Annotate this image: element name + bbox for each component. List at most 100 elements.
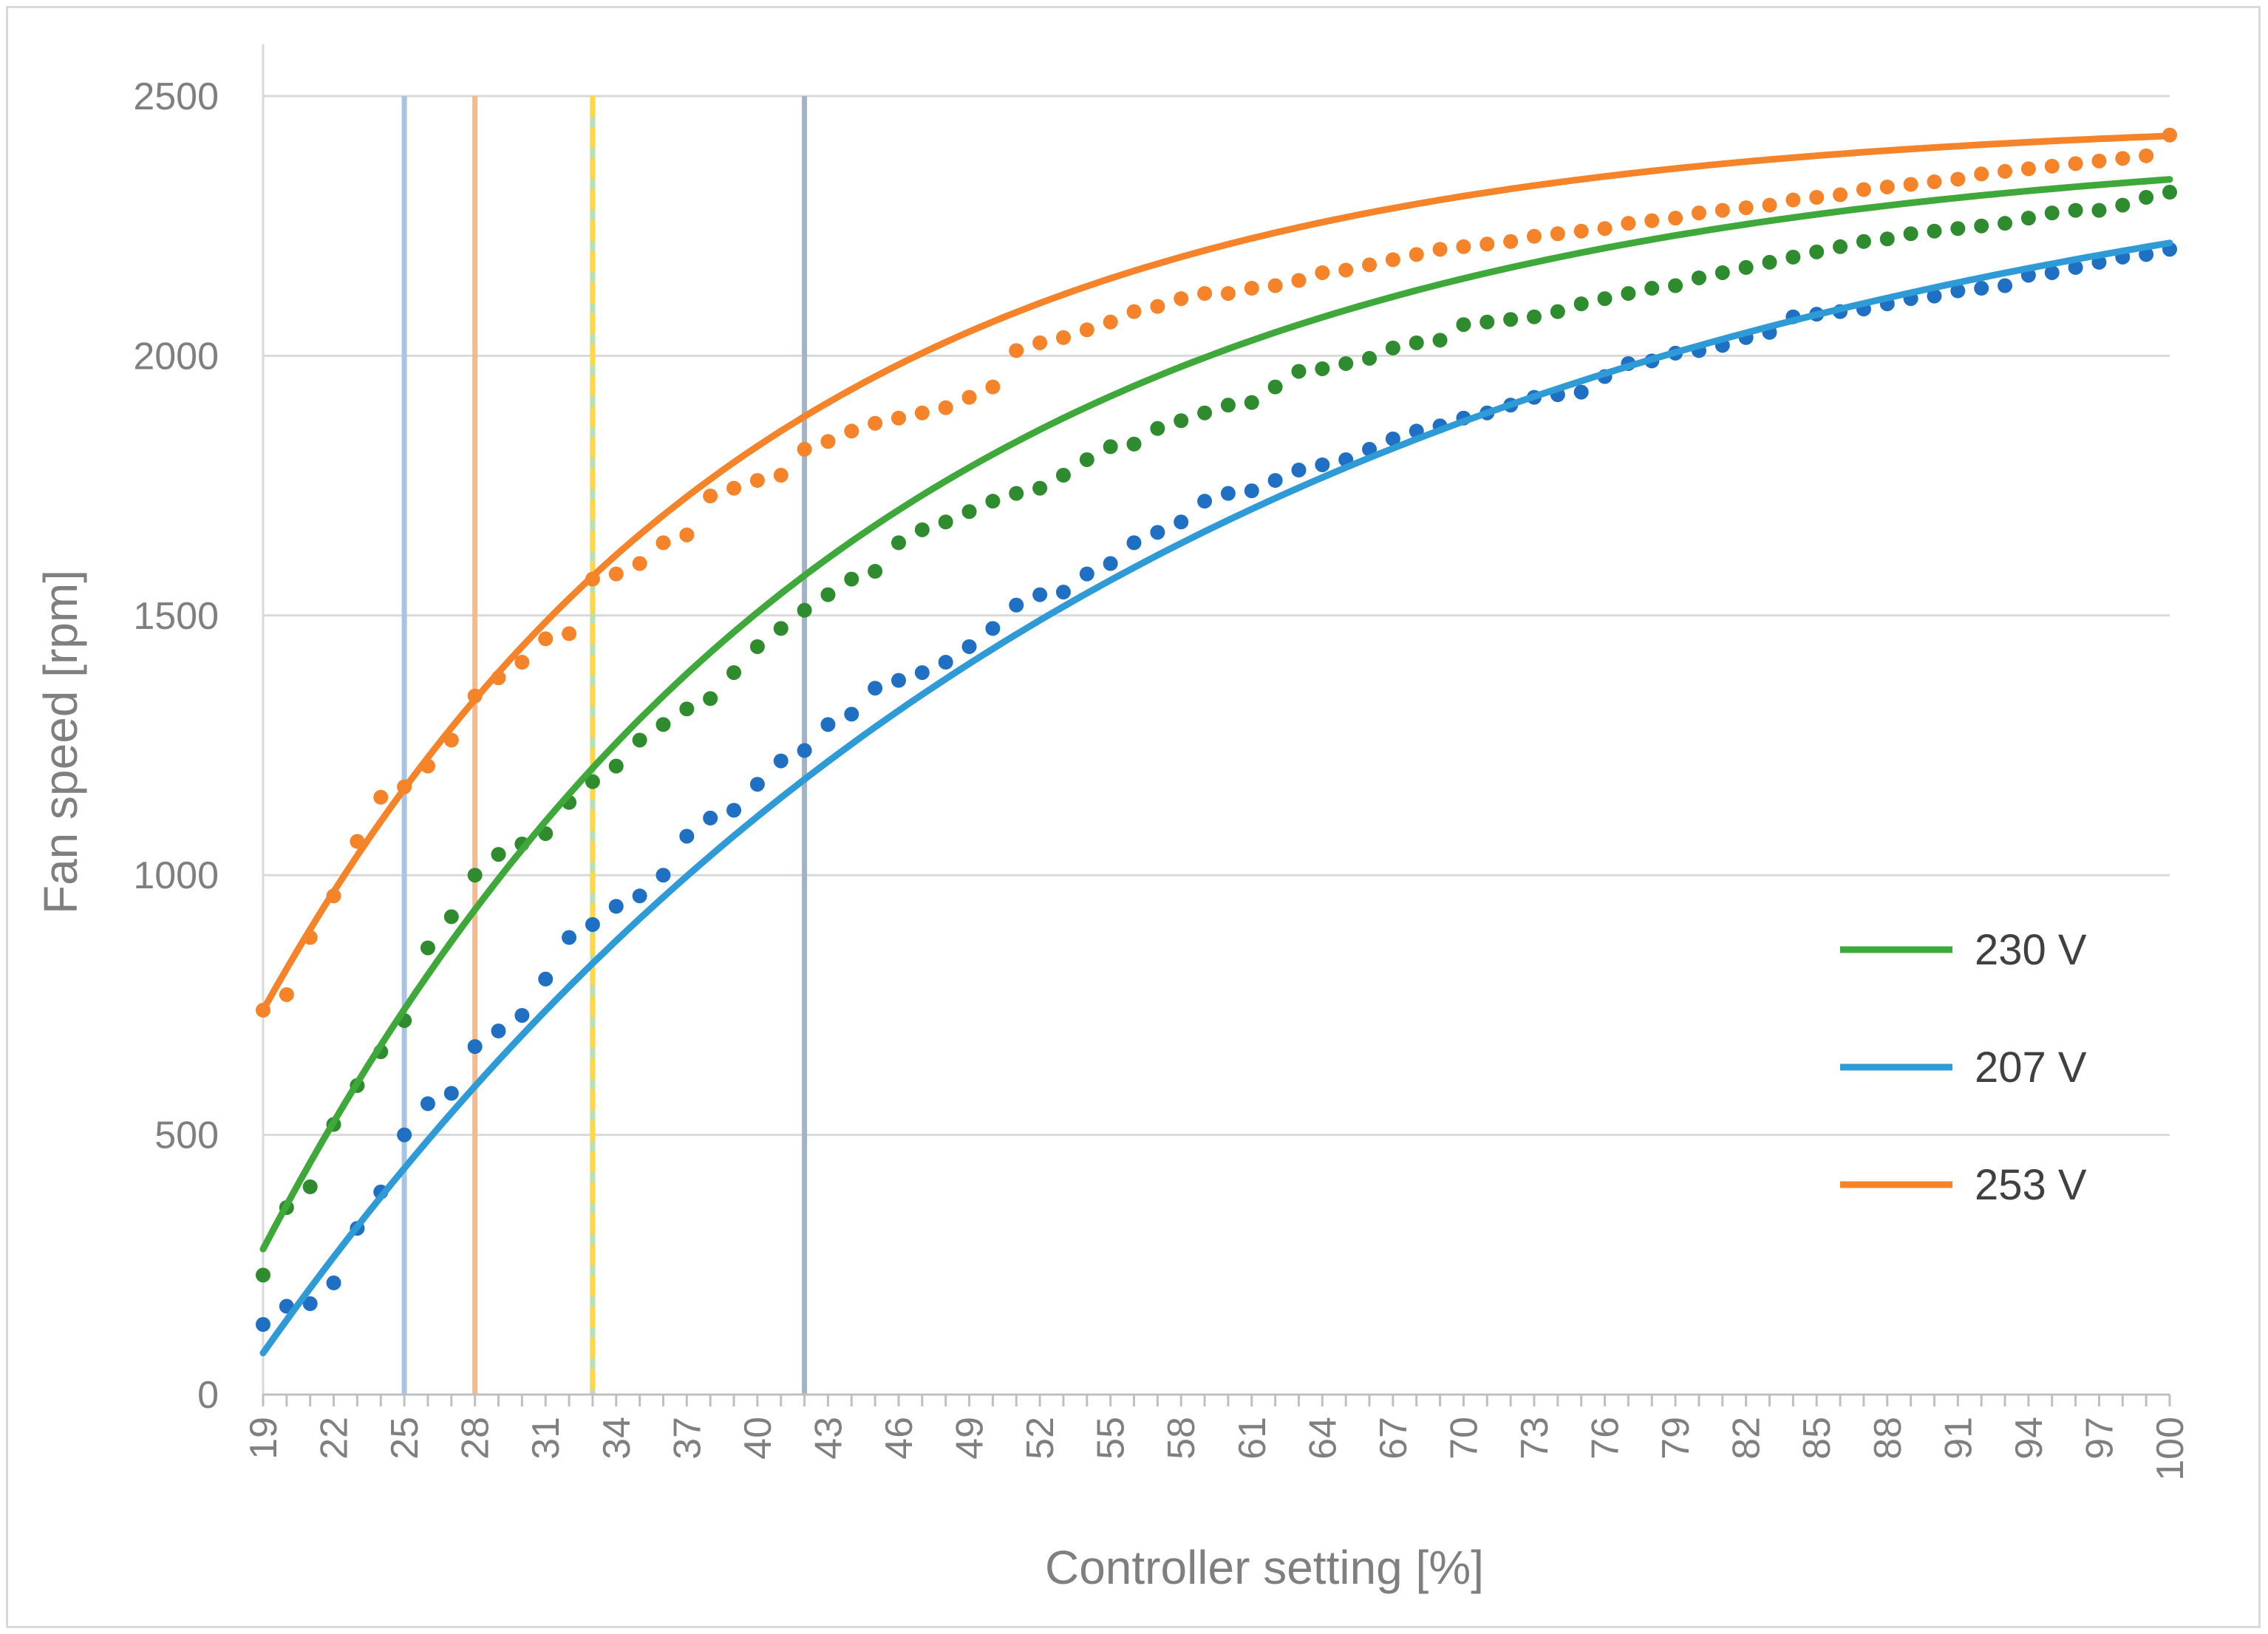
x-tick-label: 43 bbox=[807, 1417, 850, 1460]
y-tick-label: 2000 bbox=[133, 335, 219, 378]
data-point bbox=[773, 621, 789, 636]
x-tick-label: 85 bbox=[1796, 1417, 1839, 1460]
data-point bbox=[538, 631, 554, 647]
data-point bbox=[1785, 192, 1801, 208]
data-point bbox=[585, 916, 600, 932]
data-markers bbox=[256, 127, 2177, 1332]
data-point bbox=[1385, 431, 1400, 446]
data-point bbox=[373, 789, 389, 805]
data-point bbox=[1315, 457, 1330, 472]
data-point bbox=[562, 930, 577, 945]
data-point bbox=[1974, 166, 1989, 182]
data-point bbox=[726, 480, 742, 496]
data-point bbox=[1362, 350, 1378, 366]
data-point bbox=[302, 1179, 318, 1194]
data-point bbox=[820, 587, 836, 602]
x-tick-label: 49 bbox=[949, 1417, 992, 1460]
x-tick-label: 58 bbox=[1160, 1417, 1203, 1460]
data-point bbox=[797, 743, 812, 758]
data-point bbox=[1597, 221, 1613, 236]
data-point bbox=[514, 1007, 530, 1023]
data-point bbox=[2044, 158, 2060, 174]
x-tick-label: 22 bbox=[313, 1417, 356, 1460]
gridlines bbox=[263, 95, 2170, 1137]
data-point bbox=[655, 717, 671, 732]
data-point bbox=[608, 566, 624, 582]
data-point bbox=[443, 1086, 459, 1101]
data-point bbox=[1479, 236, 1495, 252]
x-tick-label: 67 bbox=[1372, 1417, 1415, 1460]
data-point bbox=[1032, 480, 1048, 496]
data-point bbox=[844, 707, 859, 722]
data-point bbox=[256, 1317, 270, 1332]
data-point bbox=[2139, 148, 2154, 163]
data-point bbox=[655, 535, 671, 551]
data-point bbox=[256, 1267, 270, 1283]
data-point bbox=[1338, 355, 1354, 371]
legend-label: 207 V bbox=[1975, 1044, 2087, 1092]
data-point bbox=[1103, 439, 1118, 455]
data-point bbox=[868, 564, 883, 579]
data-point bbox=[420, 940, 435, 956]
data-point bbox=[891, 535, 906, 551]
data-point bbox=[679, 828, 695, 844]
data-point bbox=[1503, 312, 1519, 327]
data-point bbox=[1291, 463, 1307, 478]
data-point bbox=[891, 410, 906, 426]
data-point bbox=[302, 1296, 318, 1312]
data-point bbox=[1927, 288, 1942, 304]
data-point bbox=[491, 1024, 506, 1039]
data-point bbox=[538, 971, 554, 987]
data-point bbox=[844, 423, 859, 439]
data-point bbox=[1903, 226, 1918, 242]
data-point bbox=[2068, 202, 2083, 218]
x-tick-label: 76 bbox=[1584, 1417, 1627, 1460]
x-tick-label: 31 bbox=[525, 1417, 568, 1460]
data-point bbox=[1668, 278, 1683, 293]
data-point bbox=[1950, 221, 1966, 236]
data-point bbox=[2068, 156, 2083, 171]
data-point bbox=[608, 758, 624, 774]
data-point bbox=[1409, 335, 1424, 350]
data-point bbox=[985, 379, 1001, 395]
data-point bbox=[1950, 171, 1966, 187]
data-point bbox=[868, 681, 883, 696]
data-point bbox=[1691, 270, 1706, 285]
data-point bbox=[961, 389, 977, 405]
data-point bbox=[1126, 436, 1142, 452]
data-point bbox=[938, 655, 953, 670]
data-point bbox=[1150, 421, 1165, 436]
data-point bbox=[1009, 486, 1024, 501]
x-tick-label: 70 bbox=[1443, 1417, 1485, 1460]
data-point bbox=[1573, 223, 1589, 239]
data-point bbox=[585, 774, 600, 789]
data-point bbox=[1456, 317, 1471, 333]
trendline bbox=[259, 239, 2173, 1357]
data-point bbox=[1055, 468, 1071, 483]
x-tick-label: 52 bbox=[1019, 1417, 1062, 1460]
data-point bbox=[1950, 283, 1966, 299]
data-point bbox=[773, 468, 789, 483]
data-point bbox=[703, 810, 718, 825]
data-point bbox=[1197, 286, 1213, 302]
data-point bbox=[1385, 340, 1400, 355]
data-point bbox=[914, 665, 930, 681]
data-point bbox=[914, 522, 930, 537]
data-point bbox=[1032, 335, 1048, 350]
y-tick-label: 0 bbox=[197, 1374, 219, 1417]
y-tick-label: 1500 bbox=[133, 595, 219, 638]
data-point bbox=[1079, 322, 1094, 338]
data-point bbox=[1267, 379, 1283, 395]
x-tick-label: 34 bbox=[596, 1417, 638, 1460]
data-point bbox=[1244, 483, 1259, 499]
data-point bbox=[1079, 566, 1094, 582]
data-point bbox=[279, 987, 294, 1002]
x-tick-label: 55 bbox=[1090, 1417, 1133, 1460]
x-axis-title: Controller setting [%] bbox=[1045, 1541, 1484, 1594]
data-point bbox=[2139, 190, 2154, 205]
data-point bbox=[797, 441, 812, 457]
data-point bbox=[1927, 174, 1942, 189]
data-point bbox=[1103, 314, 1118, 330]
data-point bbox=[1032, 587, 1048, 602]
trendline bbox=[259, 132, 2173, 1014]
